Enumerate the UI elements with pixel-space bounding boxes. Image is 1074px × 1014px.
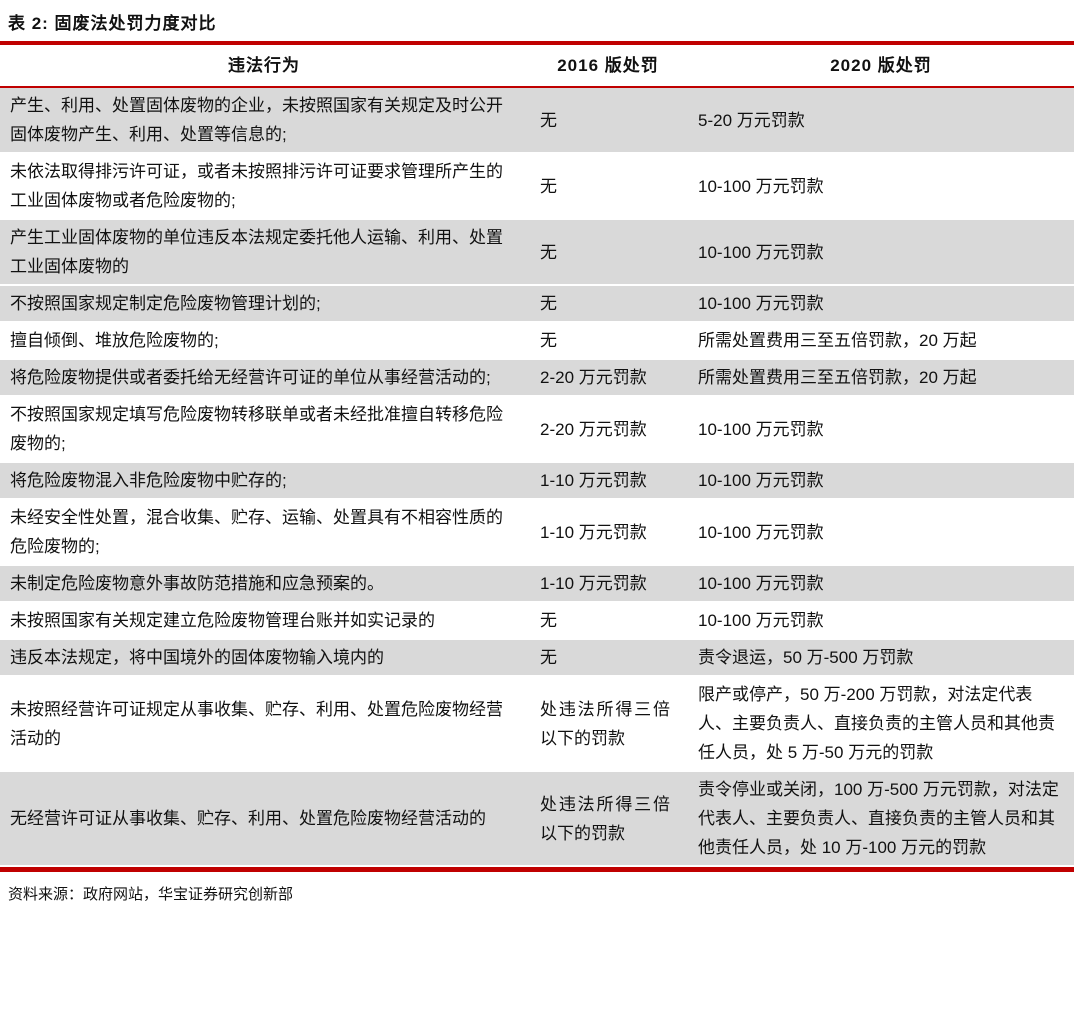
- cell-behavior: 擅自倾倒、堆放危险废物的;: [10, 331, 219, 350]
- cell-p2020: 限产或停产，50 万-200 万罚款，对法定代表人、主要负责人、直接负责的主管人…: [698, 685, 1055, 762]
- column-header-2020: 2020 版处罚: [830, 56, 932, 75]
- table-row: 未依法取得排污许可证，或者未按照排污许可证要求管理所产生的工业固体废物或者危险废…: [0, 154, 1074, 220]
- cell-behavior: 无经营许可证从事收集、贮存、利用、处置危险废物经营活动的: [10, 809, 486, 828]
- cell-p2016: 处违法所得三倍以下的罚款: [540, 794, 670, 843]
- cell-p2020: 10-100 万元罚款: [698, 176, 824, 196]
- table-row: 不按照国家规定填写危险废物转移联单或者未经批准擅自转移危险废物的; 2-20 万…: [0, 397, 1074, 463]
- cell-p2016: 无: [540, 242, 557, 262]
- cell-behavior: 将危险废物混入非危险废物中贮存的;: [10, 471, 287, 490]
- cell-p2016: 无: [540, 110, 557, 130]
- column-header-behavior: 违法行为: [228, 56, 300, 75]
- cell-p2016: 1-10 万元罚款: [540, 522, 647, 542]
- cell-p2016: 无: [540, 648, 557, 667]
- table-row: 未制定危险废物意外事故防范措施和应急预案的。 1-10 万元罚款 10-100 …: [0, 566, 1074, 603]
- cell-behavior: 将危险废物提供或者委托给无经营许可证的单位从事经营活动的;: [10, 368, 491, 387]
- cell-p2020: 5-20 万元罚款: [698, 110, 805, 130]
- cell-p2016: 无: [540, 294, 557, 313]
- cell-p2020: 10-100 万元罚款: [698, 522, 824, 542]
- cell-behavior: 违反本法规定，将中国境外的固体废物输入境内的: [10, 648, 384, 667]
- table-body: 产生、利用、处置固体废物的企业，未按照国家有关规定及时公开固体废物产生、利用、处…: [0, 88, 1074, 867]
- cell-p2016: 无: [540, 331, 557, 350]
- cell-p2020: 10-100 万元罚款: [698, 242, 824, 262]
- penalty-table: 违法行为 2016 版处罚 2020 版处罚 产生、利用、处置固体废物的企业，未…: [0, 45, 1074, 867]
- cell-p2020: 所需处置费用三至五倍罚款，20 万起: [698, 331, 977, 350]
- table-row: 未按照国家有关规定建立危险废物管理台账并如实记录的 无 10-100 万元罚款: [0, 603, 1074, 640]
- cell-p2016: 无: [540, 176, 557, 196]
- cell-behavior: 不按照国家规定制定危险废物管理计划的;: [10, 294, 321, 313]
- cell-p2016: 处违法所得三倍以下的罚款: [540, 699, 670, 748]
- cell-p2020: 责令停业或关闭，100 万-500 万元罚款，对法定代表人、主要负责人、直接负责…: [698, 780, 1059, 857]
- cell-p2016: 2-20 万元罚款: [540, 419, 647, 439]
- table-row: 将危险废物提供或者委托给无经营许可证的单位从事经营活动的; 2-20 万元罚款 …: [0, 360, 1074, 397]
- cell-behavior: 未按照国家有关规定建立危险废物管理台账并如实记录的: [10, 611, 435, 630]
- cell-behavior: 未制定危险废物意外事故防范措施和应急预案的。: [10, 574, 384, 593]
- table-row: 产生工业固体废物的单位违反本法规定委托他人运输、利用、处置工业固体废物的 无 1…: [0, 220, 1074, 286]
- cell-p2020: 10-100 万元罚款: [698, 574, 824, 593]
- cell-p2020: 责令退运，50 万-500 万罚款: [698, 648, 914, 667]
- report-table-page: 表 2: 固废法处罚力度对比 违法行为 2016 版处罚 2020 版处罚 产生…: [0, 14, 1074, 903]
- column-header-2016: 2016 版处罚: [557, 56, 659, 75]
- table-row: 违反本法规定，将中国境外的固体废物输入境内的 无 责令退运，50 万-500 万…: [0, 640, 1074, 677]
- table-row: 擅自倾倒、堆放危险废物的; 无 所需处置费用三至五倍罚款，20 万起: [0, 323, 1074, 360]
- table-row: 未按照经营许可证规定从事收集、贮存、利用、处置危险废物经营活动的 处违法所得三倍…: [0, 677, 1074, 772]
- table-header-row: 违法行为 2016 版处罚 2020 版处罚: [0, 45, 1074, 88]
- cell-behavior: 不按照国家规定填写危险废物转移联单或者未经批准擅自转移危险废物的;: [10, 405, 503, 453]
- source-note: 资料来源：政府网站，华宝证券研究创新部: [8, 886, 294, 903]
- table-bottom-rule: [0, 867, 1074, 872]
- table-row: 产生、利用、处置固体废物的企业，未按照国家有关规定及时公开固体废物产生、利用、处…: [0, 88, 1074, 154]
- title-rule: [0, 41, 1074, 45]
- table-row: 不按照国家规定制定危险废物管理计划的; 无 10-100 万元罚款: [0, 286, 1074, 323]
- cell-behavior: 未依法取得排污许可证，或者未按照排污许可证要求管理所产生的工业固体废物或者危险废…: [10, 162, 503, 210]
- cell-p2020: 10-100 万元罚款: [698, 611, 824, 630]
- cell-behavior: 未经安全性处置，混合收集、贮存、运输、处置具有不相容性质的危险废物的;: [10, 508, 503, 556]
- cell-behavior: 未按照经营许可证规定从事收集、贮存、利用、处置危险废物经营活动的: [10, 699, 503, 748]
- table-row: 将危险废物混入非危险废物中贮存的; 1-10 万元罚款 10-100 万元罚款: [0, 463, 1074, 500]
- table-row: 无经营许可证从事收集、贮存、利用、处置危险废物经营活动的 处违法所得三倍以下的罚…: [0, 772, 1074, 867]
- cell-p2016: 2-20 万元罚款: [540, 368, 647, 387]
- cell-p2016: 无: [540, 611, 557, 630]
- cell-p2020: 10-100 万元罚款: [698, 471, 824, 490]
- cell-p2020: 10-100 万元罚款: [698, 419, 824, 439]
- cell-p2020: 所需处置费用三至五倍罚款，20 万起: [698, 368, 977, 387]
- cell-p2016: 1-10 万元罚款: [540, 471, 647, 490]
- cell-behavior: 产生工业固体废物的单位违反本法规定委托他人运输、利用、处置工业固体废物的: [10, 228, 503, 276]
- table-row: 未经安全性处置，混合收集、贮存、运输、处置具有不相容性质的危险废物的; 1-10…: [0, 500, 1074, 566]
- cell-p2020: 10-100 万元罚款: [698, 294, 824, 313]
- table-title: 表 2: 固废法处罚力度对比: [8, 14, 217, 33]
- cell-p2016: 1-10 万元罚款: [540, 574, 647, 593]
- cell-behavior: 产生、利用、处置固体废物的企业，未按照国家有关规定及时公开固体废物产生、利用、处…: [10, 96, 503, 144]
